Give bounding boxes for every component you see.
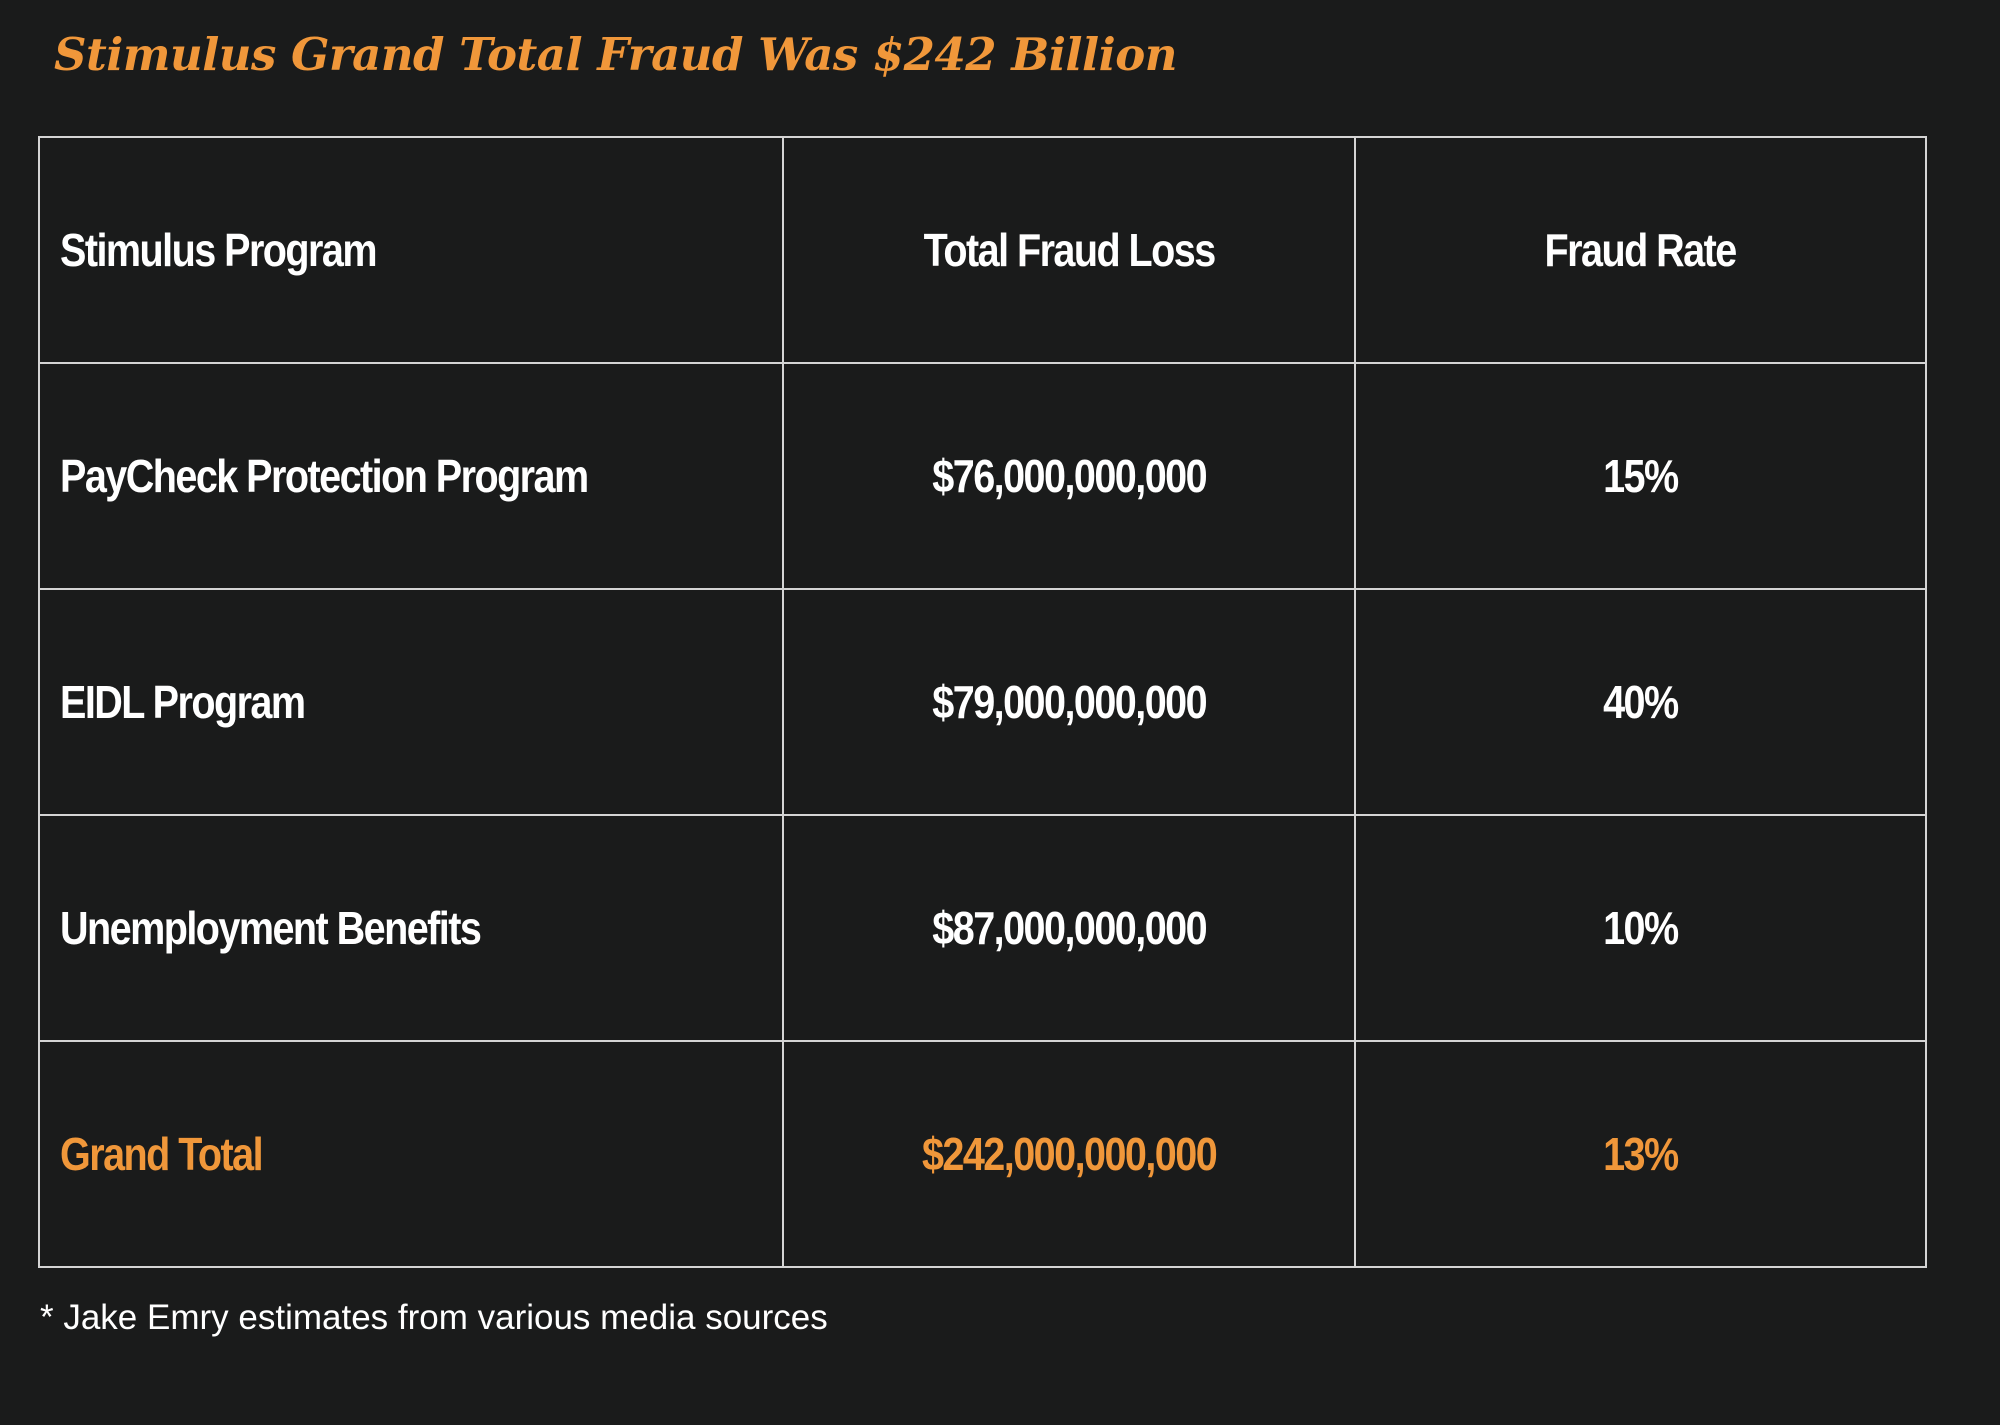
fraud-rate-cell: 15% bbox=[1354, 362, 1927, 590]
program-name-cell: Unemployment Benefits bbox=[38, 814, 784, 1042]
fraud-loss-cell: $87,000,000,000 bbox=[782, 814, 1356, 1042]
table-row: EIDL Program $79,000,000,000 40% bbox=[38, 588, 1927, 816]
table-header-row: Stimulus Program Total Fraud Loss Fraud … bbox=[38, 136, 1927, 364]
grand-total-loss: $242,000,000,000 bbox=[782, 1040, 1356, 1268]
table-row: Unemployment Benefits $87,000,000,000 10… bbox=[38, 814, 1927, 1042]
program-name-cell: EIDL Program bbox=[38, 588, 784, 816]
fraud-loss-cell: $76,000,000,000 bbox=[782, 362, 1356, 590]
program-name-cell: PayCheck Protection Program bbox=[38, 362, 784, 590]
fraud-rate-cell: 10% bbox=[1354, 814, 1927, 1042]
fraud-rate-cell: 40% bbox=[1354, 588, 1927, 816]
grand-total-rate: 13% bbox=[1354, 1040, 1927, 1268]
table-row: PayCheck Protection Program $76,000,000,… bbox=[38, 362, 1927, 590]
header-fraud-rate: Fraud Rate bbox=[1354, 136, 1927, 364]
grand-total-row: Grand Total $242,000,000,000 13% bbox=[38, 1040, 1927, 1268]
footnote: * Jake Emry estimates from various media… bbox=[40, 1298, 828, 1337]
fraud-table: Stimulus Program Total Fraud Loss Fraud … bbox=[38, 136, 1927, 1268]
grand-total-label: Grand Total bbox=[38, 1040, 784, 1268]
header-stimulus-program: Stimulus Program bbox=[38, 136, 784, 364]
page-title: Stimulus Grand Total Fraud Was $242 Bill… bbox=[54, 28, 1177, 81]
fraud-loss-cell: $79,000,000,000 bbox=[782, 588, 1356, 816]
header-total-fraud-loss: Total Fraud Loss bbox=[782, 136, 1356, 364]
